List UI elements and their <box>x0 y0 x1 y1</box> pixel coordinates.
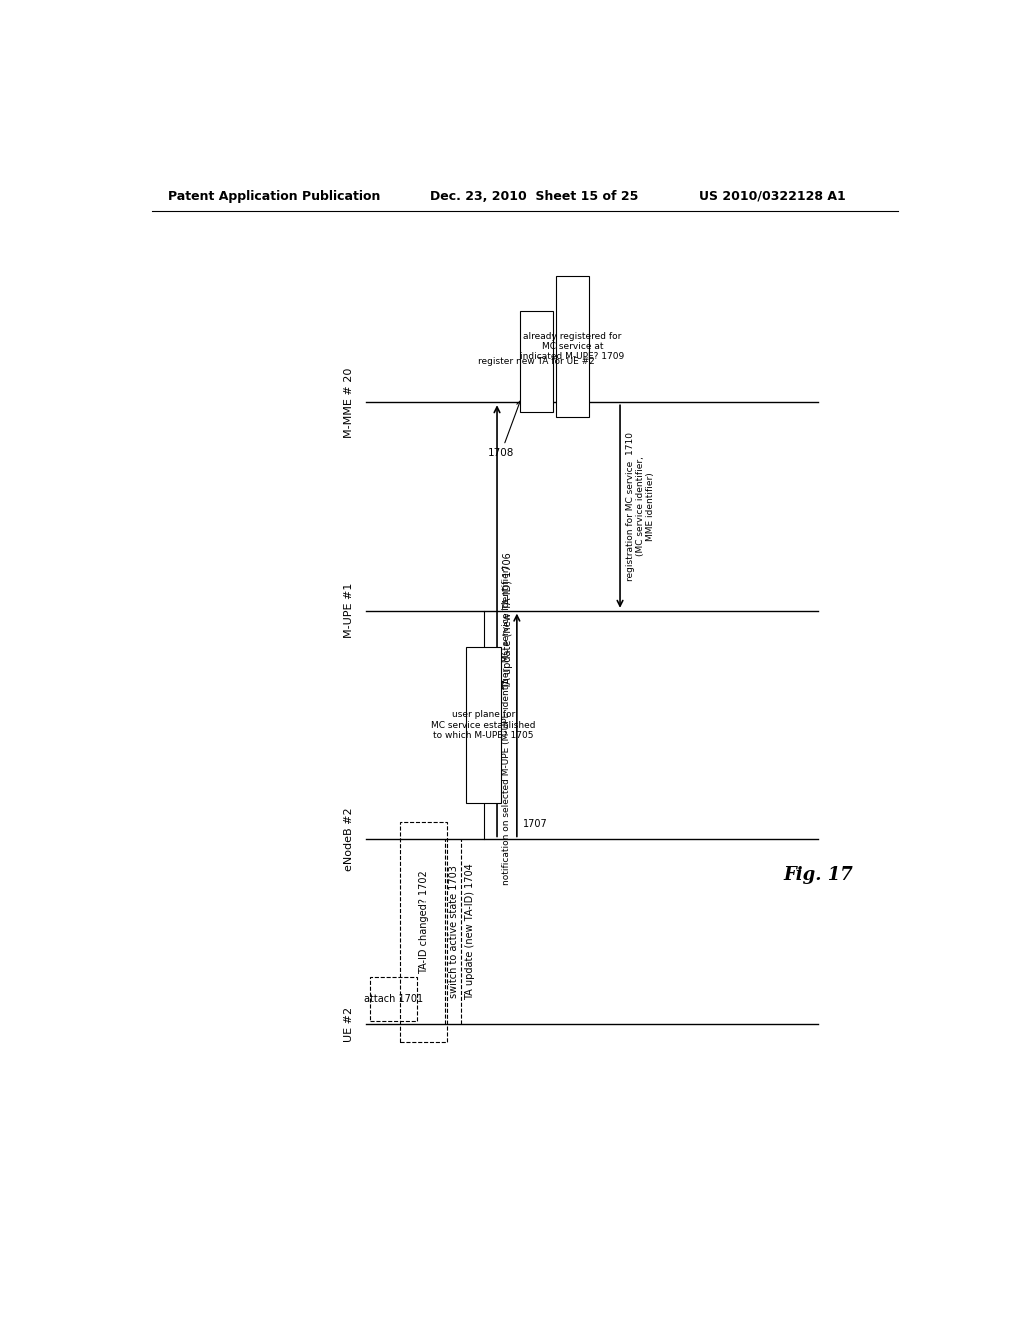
Text: 1708: 1708 <box>487 401 521 458</box>
Text: already registered for
MC service at
indicated M-UPE? 1709: already registered for MC service at ind… <box>520 331 625 362</box>
Text: switch to active state 1703: switch to active state 1703 <box>450 866 460 998</box>
Text: eNodeB #2: eNodeB #2 <box>344 808 354 871</box>
FancyBboxPatch shape <box>556 276 589 417</box>
FancyBboxPatch shape <box>371 977 417 1022</box>
Text: M-UPE #1: M-UPE #1 <box>344 583 354 639</box>
Text: US 2010/0322128 A1: US 2010/0322128 A1 <box>699 190 846 202</box>
Text: user plane for
MC service established
to which M-UPE? 1705: user plane for MC service established to… <box>431 710 536 741</box>
Text: registration for MC service  1710
(MC service identifier,
MME identifier): registration for MC service 1710 (MC ser… <box>626 432 655 581</box>
Text: Patent Application Publication: Patent Application Publication <box>168 190 380 202</box>
Text: TA update (new TA-ID) 1706: TA update (new TA-ID) 1706 <box>503 553 513 689</box>
Text: register new TA for UE #2: register new TA for UE #2 <box>478 358 595 366</box>
FancyBboxPatch shape <box>520 312 553 412</box>
Text: TA update (new TA-ID) 1704: TA update (new TA-ID) 1704 <box>465 863 475 1001</box>
Text: Fig. 17: Fig. 17 <box>783 866 853 884</box>
Text: 1707: 1707 <box>523 820 548 829</box>
Text: M-MME # 20: M-MME # 20 <box>344 367 354 437</box>
FancyBboxPatch shape <box>466 647 501 804</box>
Text: TA-ID changed? 1702: TA-ID changed? 1702 <box>419 870 429 974</box>
Text: notification on selected M-UPE (M-UPE identifier, MC service identifier): notification on selected M-UPE (M-UPE id… <box>503 565 511 884</box>
Text: UE #2: UE #2 <box>344 1007 354 1041</box>
Text: Dec. 23, 2010  Sheet 15 of 25: Dec. 23, 2010 Sheet 15 of 25 <box>430 190 638 202</box>
Text: attach 1701: attach 1701 <box>365 994 423 1005</box>
